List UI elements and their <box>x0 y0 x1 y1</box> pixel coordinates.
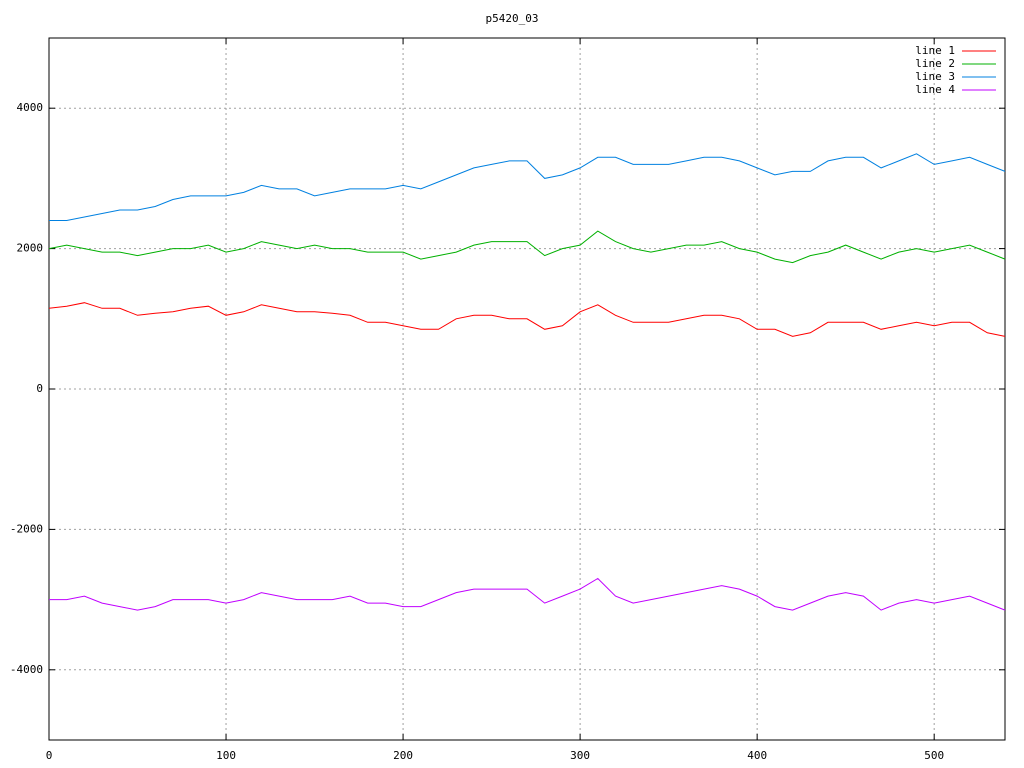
x-tick-label: 500 <box>924 749 944 762</box>
y-tick-label: 4000 <box>17 101 44 114</box>
y-tick-label: 0 <box>36 382 43 395</box>
data-line <box>48 302 1006 337</box>
x-tick-label: 0 <box>46 749 53 762</box>
data-line <box>49 153 1006 221</box>
legend-label: line 2 <box>915 57 955 70</box>
x-tick-label: 400 <box>747 749 767 762</box>
chart-title: p5420_03 <box>486 12 539 25</box>
data-line <box>49 577 1006 611</box>
y-tick-label: -4000 <box>10 663 43 676</box>
legend-label: line 3 <box>915 70 955 83</box>
y-tick-label: 2000 <box>17 242 44 255</box>
legend-label: line 4 <box>915 83 955 96</box>
legend-label: line 1 <box>915 44 955 57</box>
x-tick-label: 100 <box>216 749 236 762</box>
plot-frame <box>48 37 1006 741</box>
x-tick-label: 200 <box>393 749 413 762</box>
x-tick-label: 300 <box>570 749 590 762</box>
data-line <box>48 230 1006 264</box>
y-tick-label: -2000 <box>10 522 43 535</box>
